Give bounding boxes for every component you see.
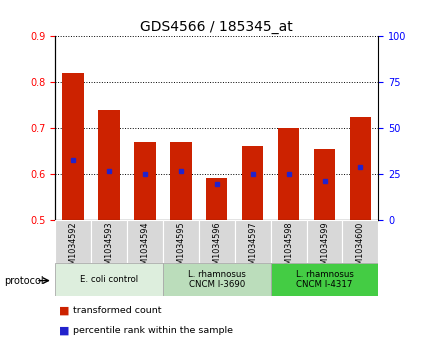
Bar bbox=[278, 128, 299, 220]
Text: ■: ■ bbox=[59, 325, 70, 335]
Text: L. rhamnosus
CNCM I-3690: L. rhamnosus CNCM I-3690 bbox=[188, 270, 246, 289]
Bar bbox=[62, 73, 84, 220]
Text: percentile rank within the sample: percentile rank within the sample bbox=[73, 326, 233, 335]
Bar bbox=[170, 142, 191, 220]
Bar bbox=[271, 263, 378, 296]
Bar bbox=[342, 220, 378, 263]
Text: GSM1034592: GSM1034592 bbox=[69, 222, 77, 276]
Text: L. rhamnosus
CNCM I-4317: L. rhamnosus CNCM I-4317 bbox=[296, 270, 353, 289]
Bar bbox=[199, 220, 235, 263]
Title: GDS4566 / 185345_at: GDS4566 / 185345_at bbox=[140, 20, 293, 34]
Bar bbox=[163, 263, 271, 296]
Text: GSM1034596: GSM1034596 bbox=[212, 222, 221, 275]
Bar bbox=[307, 220, 342, 263]
Bar bbox=[314, 148, 335, 220]
Bar bbox=[134, 142, 156, 220]
Text: GSM1034598: GSM1034598 bbox=[284, 222, 293, 275]
Bar bbox=[235, 220, 271, 263]
Text: GSM1034594: GSM1034594 bbox=[140, 222, 149, 275]
Text: ■: ■ bbox=[59, 305, 70, 315]
Text: GSM1034597: GSM1034597 bbox=[248, 222, 257, 276]
Bar bbox=[242, 146, 264, 220]
Bar bbox=[163, 220, 199, 263]
Text: GSM1034599: GSM1034599 bbox=[320, 222, 329, 276]
Text: GSM1034595: GSM1034595 bbox=[176, 222, 185, 276]
Text: E. coli control: E. coli control bbox=[80, 275, 138, 284]
Bar bbox=[55, 220, 91, 263]
Bar bbox=[206, 178, 227, 220]
Text: transformed count: transformed count bbox=[73, 306, 161, 315]
Bar bbox=[55, 263, 163, 296]
Bar bbox=[350, 117, 371, 220]
Bar bbox=[127, 220, 163, 263]
Bar bbox=[91, 220, 127, 263]
Text: protocol: protocol bbox=[4, 276, 44, 286]
Bar bbox=[98, 110, 120, 220]
Text: GSM1034593: GSM1034593 bbox=[104, 222, 114, 275]
Bar bbox=[271, 220, 307, 263]
Text: GSM1034600: GSM1034600 bbox=[356, 222, 365, 275]
